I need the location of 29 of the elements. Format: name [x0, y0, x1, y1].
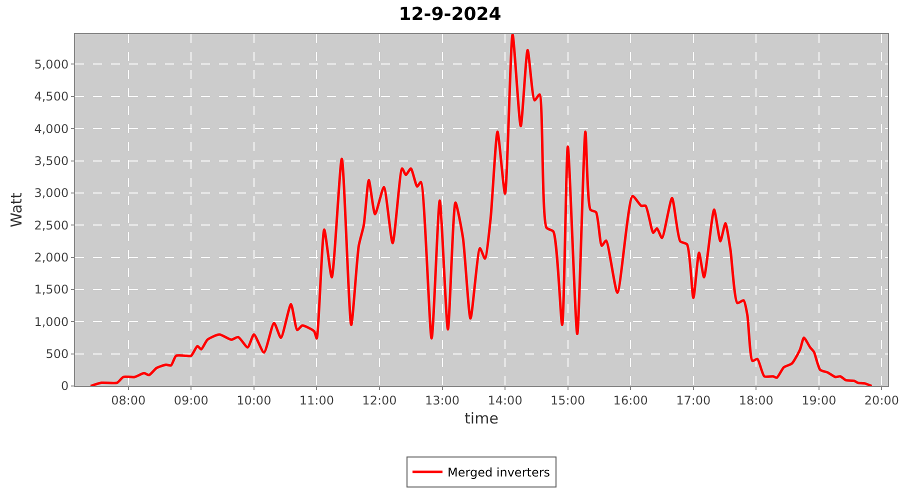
y-tick-label: 4,000: [34, 122, 69, 136]
x-tick-label: 13:00: [424, 393, 460, 408]
x-tick-label: 11:00: [299, 393, 334, 408]
y-tick-label: 1,500: [34, 282, 69, 297]
x-axis-title: time: [464, 409, 498, 428]
y-tick-label: 3,500: [34, 154, 69, 168]
chart-title: 12-9-2024: [398, 4, 502, 26]
x-tick-label: 12:00: [362, 393, 397, 408]
x-tick-label: 18:00: [738, 393, 774, 408]
y-tick-label: 4,500: [34, 90, 69, 104]
line-series: [89, 34, 873, 386]
y-tick-label: 500: [46, 347, 69, 362]
y-axis-title: Watt: [7, 192, 26, 228]
y-tick-label: 2,000: [34, 250, 69, 264]
y-tick-label: 1,000: [34, 314, 69, 329]
x-tick-label: 08:00: [111, 393, 146, 408]
x-tick-label: 16:00: [613, 393, 648, 408]
y-tick-label: 3,000: [34, 186, 69, 200]
y-tick-label: 0: [60, 379, 69, 394]
x-tick-label: 09:00: [174, 393, 208, 408]
x-tick-label: 10:00: [236, 393, 272, 408]
x-tick-label: 20:00: [864, 393, 900, 408]
y-tick-label: 5,000: [34, 57, 69, 72]
x-tick-label: 15:00: [550, 393, 586, 408]
legend-label: Merged inverters: [448, 466, 550, 480]
x-tick-label: 19:00: [802, 393, 836, 408]
x-tick-label: 14:00: [488, 393, 522, 408]
x-tick-label: 17:00: [676, 393, 711, 408]
y-tick-label: 2,500: [34, 218, 69, 232]
